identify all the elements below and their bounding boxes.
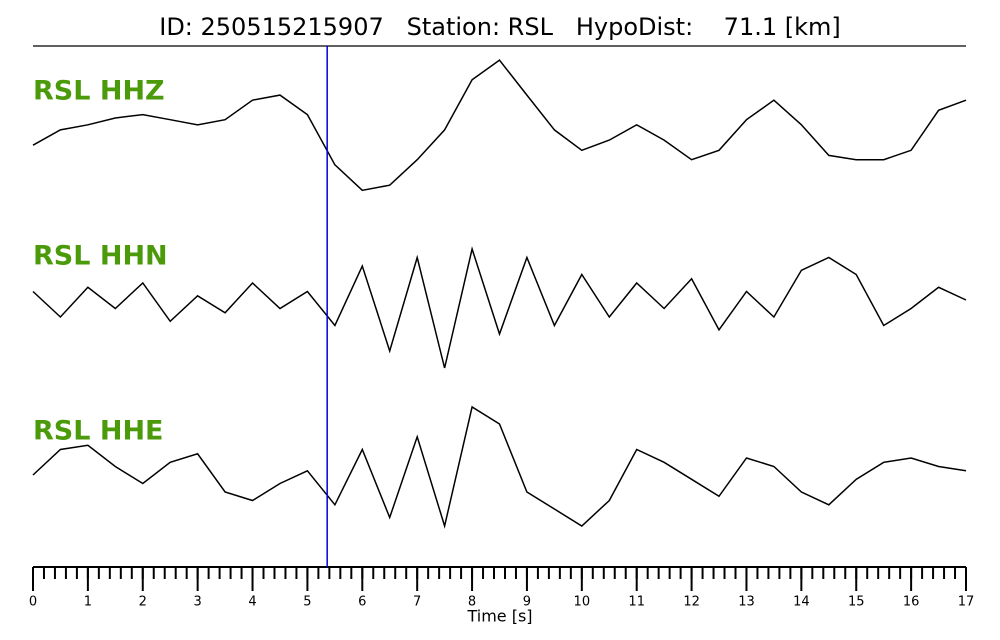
x-tick-label: 0 — [29, 595, 37, 610]
x-tick-label: 9 — [523, 595, 531, 610]
x-tick-label: 14 — [793, 595, 810, 610]
trace-label: RSL HHE — [33, 416, 163, 447]
trace-label: RSL HHN — [33, 241, 168, 272]
x-tick-label: 6 — [358, 595, 366, 610]
trace — [32, 405, 967, 529]
x-tick-label: 5 — [303, 595, 311, 610]
x-tick-label: 17 — [958, 595, 975, 610]
x-tick-label: 8 — [468, 595, 476, 610]
x-axis-label: Time [s] — [466, 607, 532, 626]
x-tick-label: 13 — [738, 595, 755, 610]
x-tick-label: 7 — [413, 595, 421, 610]
x-tick-label: 16 — [903, 595, 920, 610]
x-tick-label: 1 — [84, 595, 92, 610]
x-tick-label: 11 — [628, 595, 645, 610]
x-tick-label: 3 — [194, 595, 202, 610]
chart-title: ID: 250515215907 Station: RSL HypoDist: … — [159, 13, 841, 41]
trace-label: RSL HHZ — [33, 76, 165, 107]
x-tick-label: 15 — [848, 595, 865, 610]
x-tick-label: 4 — [248, 595, 256, 610]
trace — [32, 246, 967, 369]
x-tick-label: 12 — [683, 595, 700, 610]
trace — [32, 59, 967, 192]
x-tick-label: 2 — [139, 595, 147, 610]
x-tick-label: 10 — [574, 595, 591, 610]
